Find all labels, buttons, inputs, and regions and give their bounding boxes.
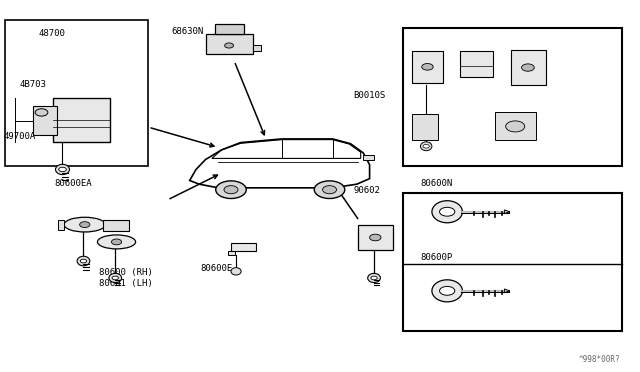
Text: 4B703: 4B703 xyxy=(19,80,46,89)
Text: 80601 (LH): 80601 (LH) xyxy=(99,279,152,288)
Circle shape xyxy=(225,43,234,48)
Ellipse shape xyxy=(231,268,241,275)
Bar xyxy=(495,112,536,140)
Bar xyxy=(460,51,493,77)
Ellipse shape xyxy=(97,235,136,249)
Bar xyxy=(358,225,393,250)
Bar xyxy=(5,20,148,166)
Bar xyxy=(53,98,110,142)
Bar xyxy=(403,193,622,331)
Circle shape xyxy=(314,181,345,199)
Circle shape xyxy=(79,222,90,228)
Bar xyxy=(205,34,253,54)
Circle shape xyxy=(80,259,86,263)
Bar xyxy=(511,50,546,85)
Circle shape xyxy=(422,64,433,70)
Ellipse shape xyxy=(56,164,70,174)
Circle shape xyxy=(111,239,122,245)
Bar xyxy=(33,106,57,135)
Circle shape xyxy=(323,186,337,194)
Text: 68630N: 68630N xyxy=(172,28,204,36)
Circle shape xyxy=(371,276,377,280)
Bar xyxy=(231,243,257,251)
Circle shape xyxy=(440,286,455,295)
Ellipse shape xyxy=(368,273,380,283)
Text: 80600N: 80600N xyxy=(420,179,452,188)
Circle shape xyxy=(506,121,525,132)
Polygon shape xyxy=(504,210,509,214)
Bar xyxy=(215,24,244,34)
Circle shape xyxy=(112,276,118,280)
Circle shape xyxy=(224,186,238,194)
Bar xyxy=(228,251,235,255)
Circle shape xyxy=(423,144,429,148)
Ellipse shape xyxy=(432,280,463,302)
Bar xyxy=(58,220,65,230)
Text: ^998*00R?: ^998*00R? xyxy=(579,355,620,364)
Bar xyxy=(412,51,443,83)
Circle shape xyxy=(440,207,455,216)
Bar xyxy=(363,155,374,160)
Ellipse shape xyxy=(420,142,432,151)
Text: 90602: 90602 xyxy=(354,186,381,195)
Text: B0010S: B0010S xyxy=(354,92,386,100)
Ellipse shape xyxy=(64,217,106,232)
Circle shape xyxy=(522,64,534,71)
Bar xyxy=(403,28,622,166)
Text: 80600E: 80600E xyxy=(200,264,233,273)
Circle shape xyxy=(216,181,246,199)
Text: 49700A: 49700A xyxy=(3,132,36,141)
Bar xyxy=(253,45,261,51)
Circle shape xyxy=(35,109,48,116)
Text: 48700: 48700 xyxy=(39,29,66,38)
Text: 80600 (RH): 80600 (RH) xyxy=(99,268,152,277)
Ellipse shape xyxy=(432,201,463,223)
Ellipse shape xyxy=(77,256,90,266)
Circle shape xyxy=(369,234,381,241)
Bar xyxy=(102,220,129,231)
Text: 80600EA: 80600EA xyxy=(54,179,92,188)
Bar xyxy=(412,113,438,140)
Ellipse shape xyxy=(109,273,122,283)
Polygon shape xyxy=(504,289,509,293)
Text: 80600P: 80600P xyxy=(420,253,452,262)
Circle shape xyxy=(59,167,67,171)
